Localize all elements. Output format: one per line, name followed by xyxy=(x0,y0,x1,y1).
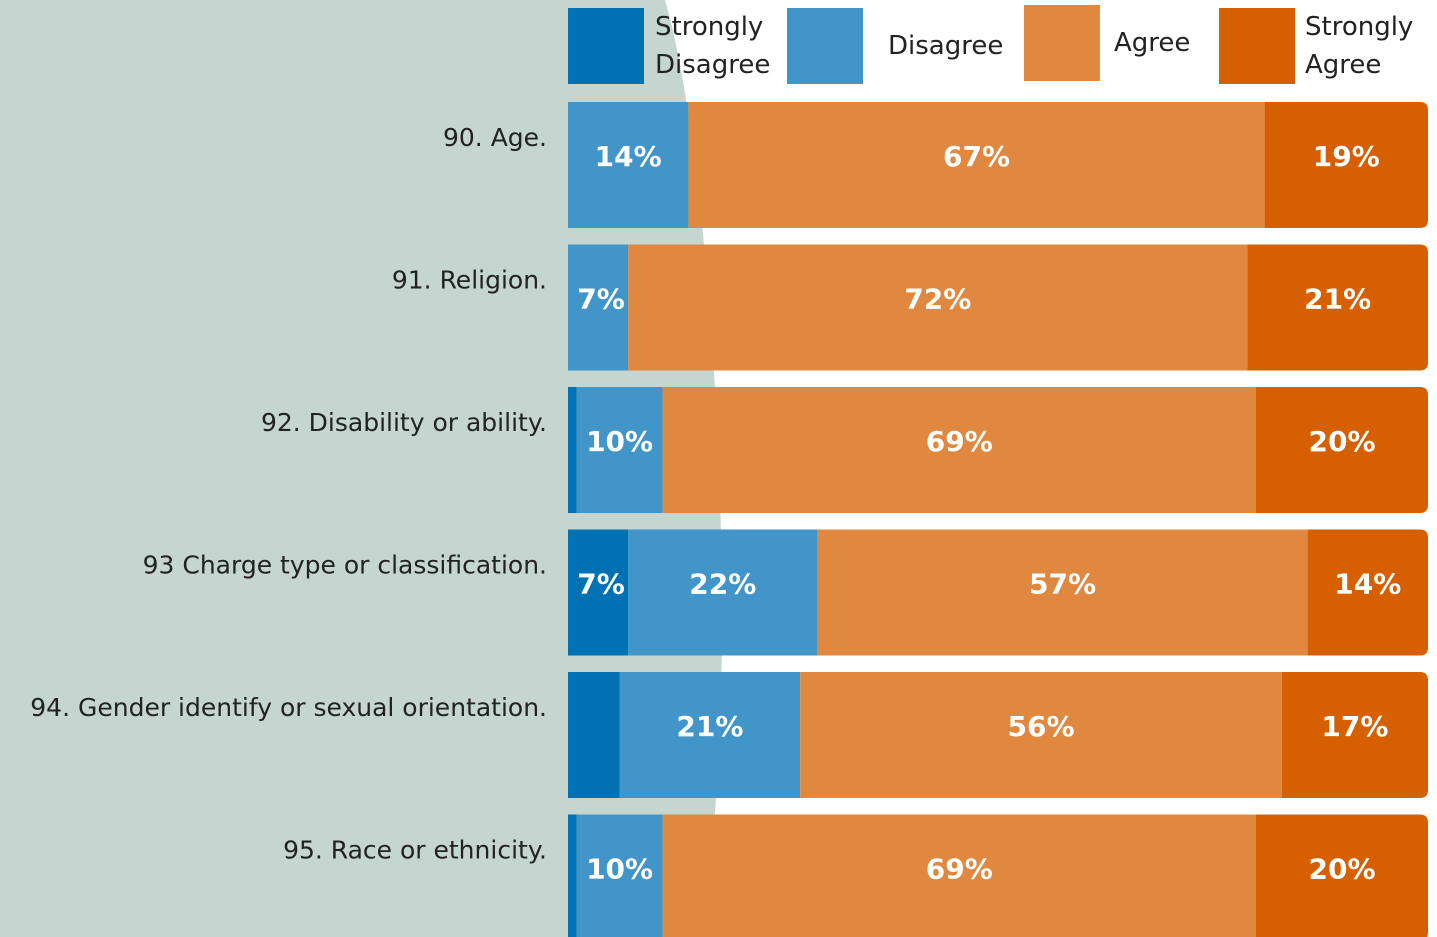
legend-swatch xyxy=(787,8,863,84)
category-label: 95. Race or ethnicity. xyxy=(283,836,547,865)
legend-label: Strongly Disagree xyxy=(655,12,771,80)
bar-segment xyxy=(1264,102,1428,228)
legend-swatch xyxy=(568,8,644,84)
bar-segment xyxy=(568,814,577,937)
data-label: 20% xyxy=(1308,425,1375,458)
legend-label: Disagree xyxy=(888,31,1004,61)
bar-segment xyxy=(568,529,629,656)
bar-segment xyxy=(576,814,663,937)
data-label: 7% xyxy=(577,568,625,601)
data-label: 69% xyxy=(926,425,993,458)
legend-swatch xyxy=(1219,8,1295,84)
bar-segment xyxy=(568,387,577,513)
bar-segment xyxy=(662,814,1256,937)
bar-segment xyxy=(576,387,663,513)
data-label: 7% xyxy=(577,283,625,316)
category-label: 90. Age. xyxy=(443,123,547,152)
bar-segment xyxy=(688,102,1265,228)
data-label: 67% xyxy=(943,140,1010,173)
data-label: 57% xyxy=(1029,568,1096,601)
legend-label: Agree xyxy=(1114,28,1191,58)
bar-segment xyxy=(1247,244,1428,371)
data-label: 14% xyxy=(1334,568,1401,601)
data-label: 20% xyxy=(1308,853,1375,886)
category-label: 91. Religion. xyxy=(392,266,547,295)
data-label: 69% xyxy=(926,853,993,886)
legend-label: Strongly Agree xyxy=(1305,12,1414,80)
data-label: 19% xyxy=(1313,140,1380,173)
bar-segment xyxy=(628,529,818,656)
bar-segment xyxy=(568,672,620,798)
bar-segment xyxy=(1256,387,1428,513)
legend-swatch xyxy=(1024,5,1100,81)
bar-segment xyxy=(568,244,629,371)
data-label: 22% xyxy=(689,568,756,601)
bar-segment xyxy=(662,387,1256,513)
data-label: 10% xyxy=(586,853,653,886)
bar-segment xyxy=(568,102,689,228)
data-label: 21% xyxy=(1304,283,1371,316)
bar-segment xyxy=(800,672,1282,798)
background-shape xyxy=(0,0,722,937)
bar-segment xyxy=(1256,814,1428,937)
data-label: 17% xyxy=(1321,710,1388,743)
data-label: 72% xyxy=(904,283,971,316)
bar-segment xyxy=(619,672,801,798)
bar-segment xyxy=(817,529,1308,656)
bar-segment xyxy=(1307,529,1428,656)
category-label: 92. Disability or ability. xyxy=(261,408,547,437)
data-label: 21% xyxy=(676,710,743,743)
bar-segment xyxy=(628,244,1248,371)
data-label: 10% xyxy=(586,425,653,458)
data-label: 14% xyxy=(595,140,662,173)
data-label: 56% xyxy=(1007,710,1074,743)
bar-segment xyxy=(1281,672,1428,798)
category-label: 93 Charge type or classification. xyxy=(143,551,547,580)
category-label: 94. Gender identify or sexual orientatio… xyxy=(30,693,547,722)
